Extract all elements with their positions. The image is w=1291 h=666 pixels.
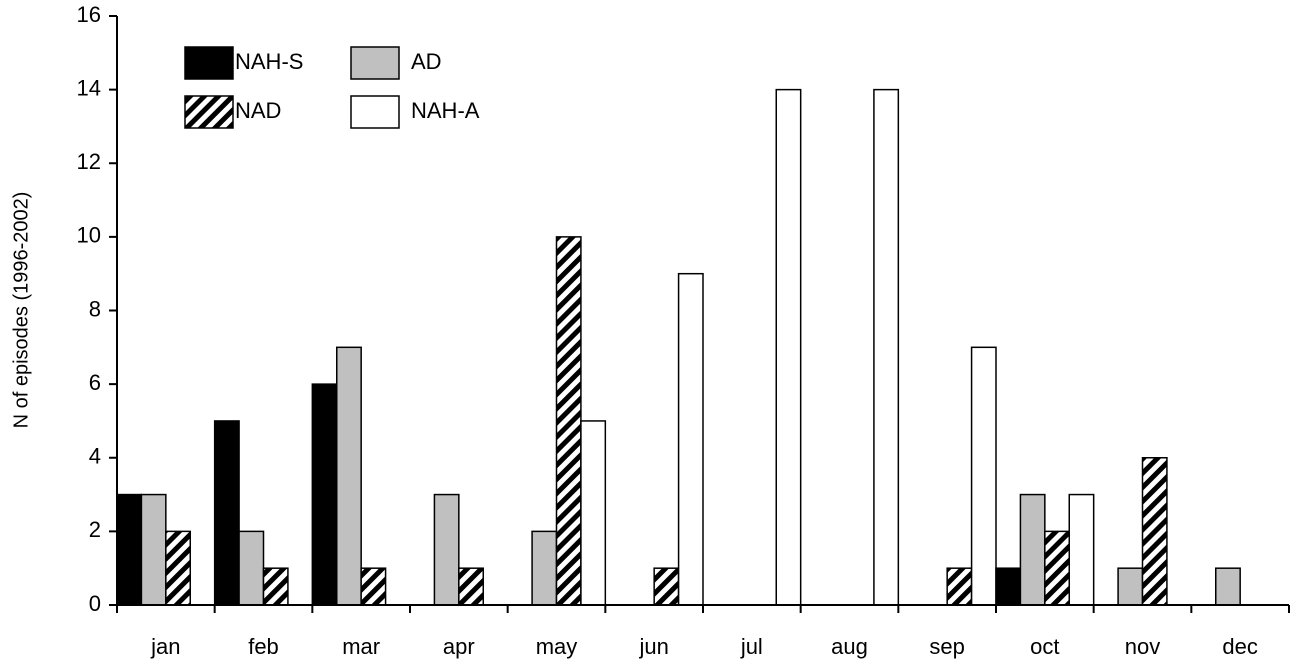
x-tick-label: sep	[929, 634, 964, 659]
x-tick-label: mar	[342, 634, 380, 659]
y-tick-label: 14	[77, 75, 101, 100]
bar	[1141, 457, 1168, 606]
y-tick-label: 16	[77, 2, 101, 27]
x-tick-label: oct	[1030, 634, 1059, 659]
x-tick-label: jan	[150, 634, 180, 659]
x-tick-label: dec	[1222, 634, 1257, 659]
bar	[213, 420, 240, 606]
legend-label: NAH-A	[411, 98, 480, 123]
bar	[433, 493, 460, 606]
y-tick-label: 12	[77, 149, 101, 174]
y-tick-label: 6	[89, 370, 101, 395]
bar	[946, 567, 973, 606]
x-tick-label: jun	[638, 634, 668, 659]
x-tick-label: nov	[1125, 634, 1160, 659]
bar	[262, 567, 289, 606]
y-tick-label: 10	[77, 223, 101, 248]
bar	[1068, 493, 1095, 606]
bar	[360, 567, 387, 606]
legend-swatch	[184, 95, 234, 129]
y-tick-label: 8	[89, 296, 101, 321]
bar	[165, 530, 191, 606]
bar	[140, 493, 167, 606]
x-tick-label: apr	[443, 634, 475, 659]
bar	[677, 272, 704, 606]
legend-label: NAH-S	[235, 49, 303, 74]
bar	[775, 88, 802, 606]
legend-label: NAD	[235, 98, 281, 123]
bar	[1215, 567, 1241, 606]
bar	[311, 383, 338, 606]
bar	[995, 567, 1022, 606]
bar	[1019, 493, 1046, 606]
bar	[336, 346, 362, 606]
bar	[531, 530, 558, 606]
y-axis-label: N of episodes (1996-2002)	[10, 192, 32, 429]
bar	[1044, 530, 1071, 606]
legend-label: AD	[411, 49, 442, 74]
y-tick-label: 0	[89, 591, 101, 616]
x-tick-label: aug	[831, 634, 868, 659]
legend-swatch	[184, 46, 234, 80]
x-tick-label: feb	[248, 634, 279, 659]
bar	[873, 88, 900, 606]
x-tick-label: may	[536, 634, 578, 659]
legend-swatch	[350, 95, 400, 129]
bar	[238, 530, 265, 606]
bar	[116, 493, 143, 606]
y-tick-label: 4	[89, 444, 101, 469]
bar	[653, 567, 680, 606]
bar	[458, 567, 485, 606]
bar	[580, 420, 607, 606]
bar	[1117, 567, 1144, 606]
bar	[970, 346, 997, 606]
legend-swatch	[350, 46, 400, 80]
y-tick-label: 2	[89, 517, 101, 542]
bar	[555, 236, 582, 606]
x-tick-label: jul	[740, 634, 763, 659]
